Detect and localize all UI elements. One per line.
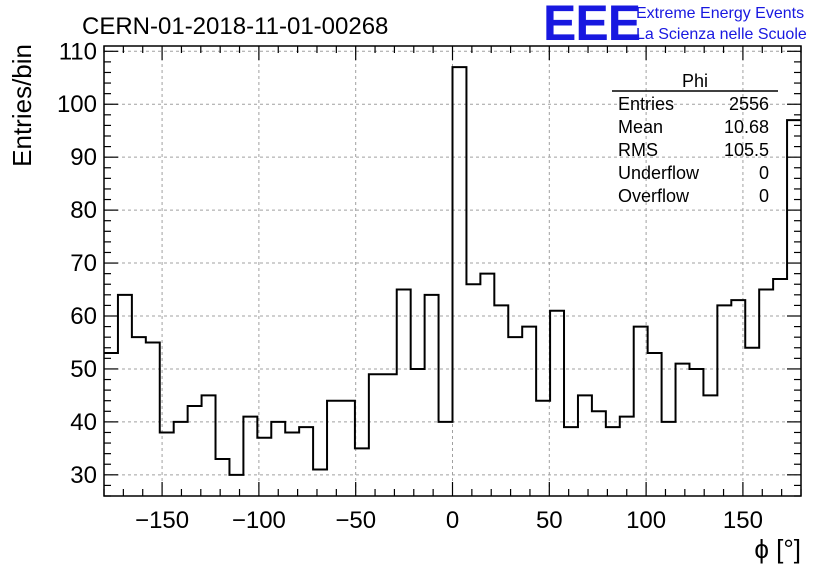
bin-bar-21 bbox=[397, 290, 411, 496]
bin-bar-22 bbox=[411, 369, 425, 496]
bin-bar-6 bbox=[188, 406, 202, 496]
x-tick-label-2: −50 bbox=[335, 507, 376, 534]
bin-bar-19 bbox=[369, 374, 383, 496]
stats-value-4: 0 bbox=[759, 186, 769, 206]
x-tick-label-5: 100 bbox=[626, 507, 666, 534]
stats-label-2: RMS bbox=[618, 140, 658, 160]
bin-bar-47 bbox=[759, 290, 773, 496]
bin-bar-23 bbox=[425, 295, 439, 496]
chart-title: CERN-01-2018-11-01-00268 bbox=[82, 13, 388, 40]
bin-bar-20 bbox=[383, 374, 397, 496]
bin-bar-48 bbox=[773, 279, 787, 496]
bin-bar-46 bbox=[745, 348, 759, 496]
bin-bar-24 bbox=[439, 422, 453, 496]
x-axis-title: ϕ [°] bbox=[754, 534, 801, 564]
bin-bar-33 bbox=[564, 427, 578, 496]
bin-bar-10 bbox=[243, 417, 257, 496]
bin-bar-14 bbox=[299, 427, 313, 496]
x-tick-label-6: 150 bbox=[723, 507, 763, 534]
eee-logo: EEE Extreme Energy Events La Scienza nel… bbox=[543, 0, 807, 51]
stats-rows: Entries 2556 Mean 10.68 RMS 105.5 Underflow 0 Ov… bbox=[618, 94, 769, 206]
stats-label-0: Entries bbox=[618, 94, 674, 114]
bin-bar-15 bbox=[313, 470, 327, 496]
bin-bar-40 bbox=[662, 422, 676, 496]
bin-bar-5 bbox=[174, 422, 188, 496]
bin-bar-31 bbox=[536, 401, 550, 496]
logo-mark: EEE bbox=[543, 0, 640, 51]
bin-bar-17 bbox=[341, 401, 355, 496]
bin-bar-49 bbox=[787, 120, 801, 496]
stats-label-4: Overflow bbox=[618, 186, 690, 206]
histogram-outline bbox=[104, 66, 801, 476]
x-tick-label-4: 50 bbox=[536, 507, 563, 534]
stats-value-0: 2556 bbox=[729, 94, 769, 114]
bin-bar-36 bbox=[606, 427, 620, 496]
bin-bar-27 bbox=[480, 274, 494, 496]
y-tick-label-6: 90 bbox=[70, 144, 97, 171]
bin-bar-18 bbox=[355, 448, 369, 496]
bin-bar-2 bbox=[132, 337, 146, 496]
bin-bar-3 bbox=[146, 342, 160, 496]
y-tick-label-1: 40 bbox=[70, 409, 97, 436]
bin-bar-30 bbox=[522, 327, 536, 496]
stats-box: Phi Entries 2556 Mean 10.68 RMS 105.5 Underflo… bbox=[612, 71, 778, 206]
x-tick-label-1: −100 bbox=[232, 507, 286, 534]
bin-bar-13 bbox=[285, 432, 299, 496]
y-tick-label-0: 30 bbox=[70, 462, 97, 489]
y-tick-labels: 30 40 50 60 70 80 90 100 110 bbox=[57, 38, 97, 489]
bin-bar-32 bbox=[550, 311, 564, 496]
bin-bar-12 bbox=[271, 422, 285, 496]
y-tick-label-3: 60 bbox=[70, 303, 97, 330]
bin-bar-8 bbox=[216, 459, 230, 496]
y-tick-label-4: 70 bbox=[70, 250, 97, 277]
bin-bar-1 bbox=[118, 295, 132, 496]
bin-bar-41 bbox=[676, 364, 690, 496]
x-tick-labels: −150 −100 −50 0 50 100 150 bbox=[135, 507, 763, 534]
bin-bar-39 bbox=[648, 353, 662, 496]
bin-bar-26 bbox=[466, 284, 480, 496]
bin-bar-42 bbox=[689, 369, 703, 496]
bin-bar-28 bbox=[494, 305, 508, 496]
bin-bar-44 bbox=[717, 305, 731, 496]
bin-bar-25 bbox=[453, 67, 467, 496]
y-axis-title: Entries/bin bbox=[7, 44, 37, 167]
stats-value-3: 0 bbox=[759, 163, 769, 183]
logo-line-1: Extreme Energy Events bbox=[636, 5, 804, 22]
stats-value-1: 10.68 bbox=[724, 117, 769, 137]
x-tick-label-0: −150 bbox=[135, 507, 189, 534]
stats-title: Phi bbox=[682, 71, 708, 91]
stats-value-2: 105.5 bbox=[724, 140, 769, 160]
bin-bar-9 bbox=[229, 475, 243, 496]
bin-bar-34 bbox=[578, 395, 592, 496]
y-tick-label-5: 80 bbox=[70, 197, 97, 224]
bin-bar-29 bbox=[508, 337, 522, 496]
y-tick-label-7: 100 bbox=[57, 91, 97, 118]
bin-bar-43 bbox=[703, 395, 717, 496]
bin-bar-35 bbox=[592, 411, 606, 496]
axis-ticks bbox=[103, 46, 802, 497]
bin-bar-45 bbox=[731, 300, 745, 496]
bin-bar-38 bbox=[634, 327, 648, 496]
stats-label-3: Underflow bbox=[618, 163, 700, 183]
bin-bar-7 bbox=[202, 395, 216, 496]
y-tick-label-8: 110 bbox=[59, 38, 97, 65]
logo-line-2: La Scienza nelle Scuole bbox=[636, 26, 807, 43]
bin-bar-16 bbox=[327, 401, 341, 496]
bin-bar-37 bbox=[620, 417, 634, 496]
stats-label-1: Mean bbox=[618, 117, 663, 137]
x-tick-label-3: 0 bbox=[446, 507, 459, 534]
y-tick-label-2: 50 bbox=[70, 356, 97, 383]
